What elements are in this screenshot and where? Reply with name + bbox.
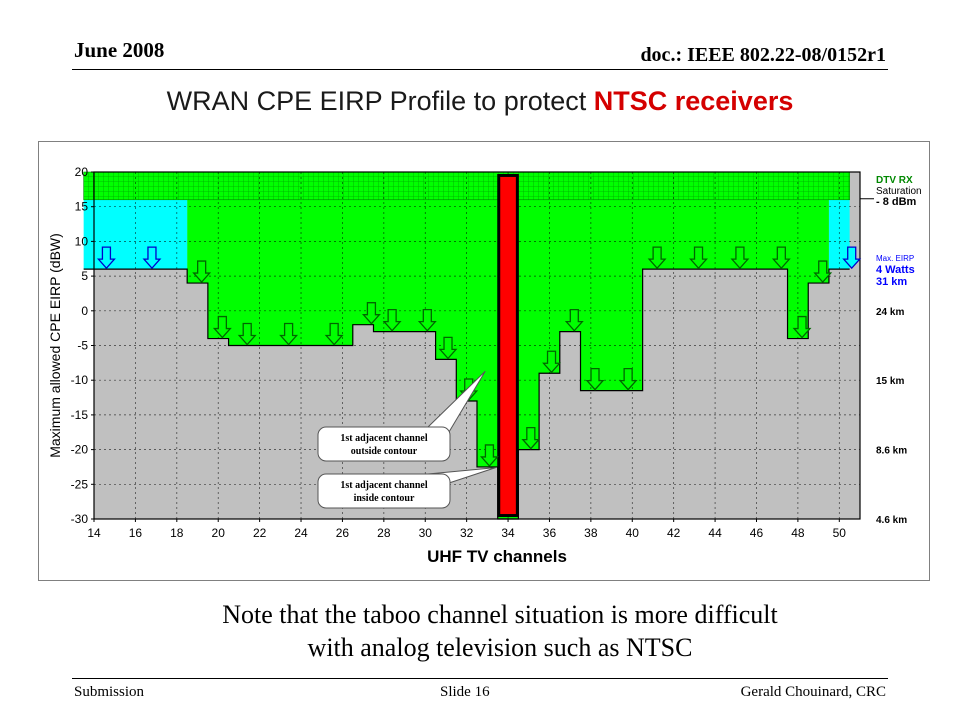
y-tick-label: -20	[71, 443, 89, 457]
y-tick-label: 5	[81, 269, 88, 283]
down-arrow-icon	[192, 260, 212, 284]
annotation-max-eirp: Max. EIRP	[876, 254, 914, 263]
down-arrow-icon	[585, 367, 605, 391]
x-axis-label: UHF TV channels	[427, 547, 567, 566]
y-axis-label: Maximum allowed CPE EIRP (dBW)	[47, 233, 63, 458]
annotation-saturation: - 8 dBm	[876, 196, 917, 208]
footer-submission: Submission	[74, 684, 145, 700]
x-tick-label: 28	[377, 526, 391, 540]
y-tick-label: 10	[75, 234, 89, 248]
down-arrow-icon	[771, 246, 791, 270]
down-arrow-icon	[438, 336, 458, 360]
x-tick-label: 18	[170, 526, 184, 540]
header-doc-id: doc.: IEEE 802.22-08/0152r1	[640, 44, 886, 66]
footer-rule	[72, 678, 888, 679]
down-arrow-icon	[813, 260, 833, 284]
down-arrow-icon	[564, 308, 584, 332]
slide-title-main: WRAN CPE EIRP Profile to protect	[166, 86, 594, 116]
annotation-distance: 15 km	[876, 376, 904, 387]
down-arrow-icon	[142, 246, 162, 270]
callout-pointer	[427, 370, 486, 438]
annotation-saturation: Saturation	[876, 186, 922, 197]
callout-text: 1st adjacent channel	[340, 480, 427, 491]
down-arrow-icon	[542, 350, 561, 374]
x-tick-label: 24	[294, 526, 308, 540]
annotation-saturation: DTV RX	[876, 175, 913, 186]
x-tick-label: 36	[543, 526, 557, 540]
unprotected-region-cyan-2	[828, 199, 850, 270]
y-tick-label: -15	[71, 408, 89, 422]
x-tick-label: 32	[460, 526, 474, 540]
x-tick-label: 40	[626, 526, 640, 540]
y-tick-label: 0	[81, 304, 88, 318]
down-arrow-icon	[361, 302, 381, 325]
down-arrow-icon	[521, 426, 541, 450]
x-tick-label: 16	[129, 526, 143, 540]
down-arrow-icon	[96, 246, 116, 270]
y-tick-label: 15	[75, 200, 89, 214]
slide-title-accent: NTSC receivers	[593, 86, 794, 116]
down-arrow-icon	[279, 322, 299, 346]
down-arrow-icon	[382, 308, 402, 332]
x-tick-label: 20	[212, 526, 226, 540]
callout-text: inside contour	[354, 493, 415, 504]
callout-text: 1st adjacent channel	[340, 433, 427, 444]
y-tick-label: -10	[71, 373, 89, 387]
callout-box	[317, 473, 451, 509]
down-arrow-icon	[417, 308, 437, 332]
x-tick-label: 22	[253, 526, 267, 540]
annotation-max-eirp: 4 Watts	[876, 264, 915, 276]
x-tick-label: 14	[87, 526, 101, 540]
note-line-2: with analog television such as NTSC	[307, 633, 693, 662]
down-arrow-icon	[479, 444, 499, 467]
x-tick-label: 46	[750, 526, 764, 540]
annotation-distance: 4.6 km	[876, 515, 907, 526]
y-tick-label: 20	[75, 165, 89, 179]
eirp-profile-chart: -30 -25 -20 -15 -10 -5 0 5 10 15 20 14 16 18 20 22 24 26 2…	[38, 141, 930, 581]
down-arrow-icon	[618, 367, 638, 391]
footer-slide-number: Slide 16	[440, 684, 490, 700]
x-tick-label: 26	[336, 526, 350, 540]
down-arrow-icon	[792, 315, 812, 339]
down-arrow-icon	[324, 322, 344, 346]
annotation-max-eirp: 31 km	[876, 276, 907, 288]
note-line-1: Note that the taboo channel situation is…	[222, 600, 778, 629]
header-date: June 2008	[74, 38, 165, 62]
annotation-distance: 8.6 km	[876, 446, 907, 457]
down-arrow-icon	[842, 246, 862, 270]
y-tick-label: -5	[77, 339, 88, 353]
down-arrow-icon	[730, 246, 750, 270]
dtv-saturation-band	[83, 171, 850, 201]
x-tick-label: 44	[708, 526, 722, 540]
x-tick-label: 48	[791, 526, 805, 540]
footer-author: Gerald Chouinard, CRC	[740, 684, 886, 700]
y-tick-label: -25	[71, 477, 89, 491]
eirp-profile-line	[83, 268, 850, 520]
callout-text: outside contour	[351, 446, 418, 457]
down-arrow-icon	[237, 322, 257, 346]
x-tick-label: 50	[833, 526, 847, 540]
slide-title: WRAN CPE EIRP Profile to protect NTSC re…	[0, 86, 960, 117]
down-arrow-icon	[212, 315, 232, 339]
x-tick-label: 38	[584, 526, 598, 540]
annotation-distance: 24 km	[876, 307, 904, 318]
down-arrow-icon	[689, 246, 708, 270]
y-tick-label: -30	[71, 512, 89, 526]
x-tick-label: 34	[501, 526, 515, 540]
down-arrow-icon	[647, 246, 667, 270]
header-rule	[72, 69, 888, 70]
x-tick-label: 30	[419, 526, 433, 540]
x-tick-label: 42	[667, 526, 681, 540]
note-text: Note that the taboo channel situation is…	[60, 598, 940, 664]
callout-box	[317, 426, 451, 462]
taboo-channel-bar	[497, 173, 519, 518]
